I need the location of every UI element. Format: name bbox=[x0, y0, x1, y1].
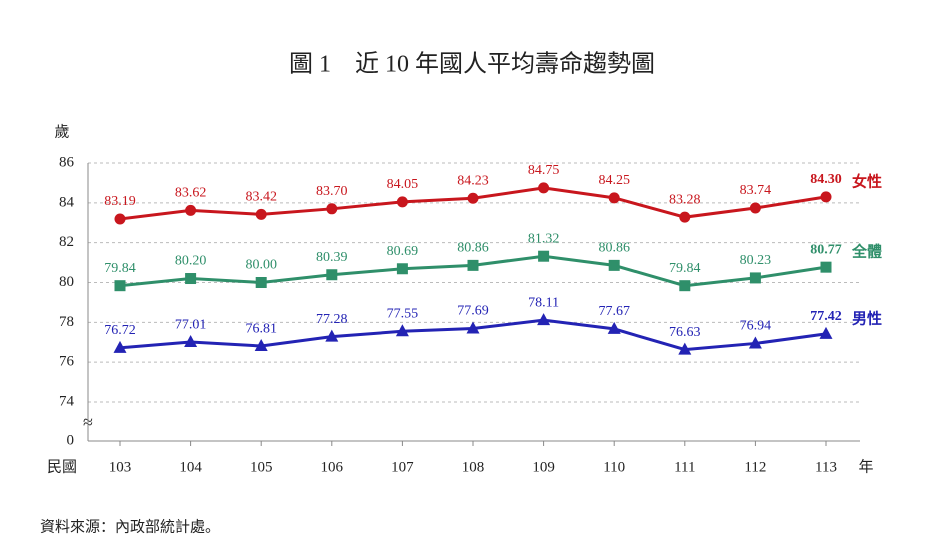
value-label: 80.20 bbox=[175, 254, 207, 269]
x-tick-label: 104 bbox=[179, 459, 202, 475]
value-label: 77.69 bbox=[457, 304, 489, 319]
point bbox=[466, 321, 480, 334]
value-label: 80.00 bbox=[245, 258, 277, 273]
point bbox=[820, 261, 832, 273]
point bbox=[396, 196, 408, 208]
point bbox=[538, 250, 550, 262]
x-tick-label: 108 bbox=[462, 459, 485, 475]
point bbox=[255, 208, 267, 220]
x-tick-label: 111 bbox=[674, 459, 695, 475]
point bbox=[254, 339, 268, 352]
point bbox=[679, 280, 691, 292]
value-label: 76.72 bbox=[104, 323, 136, 338]
x-tick-label: 103 bbox=[109, 459, 132, 475]
y-tick-label: 76 bbox=[59, 354, 75, 370]
x-axis-prefix: 民國 bbox=[47, 458, 77, 475]
point bbox=[608, 192, 620, 204]
value-label: 77.55 bbox=[387, 307, 419, 322]
point bbox=[185, 273, 197, 285]
value-label: 84.05 bbox=[387, 177, 419, 192]
y-tick-label: 80 bbox=[59, 274, 74, 290]
value-label: 77.28 bbox=[316, 312, 348, 327]
x-tick-label: 109 bbox=[532, 459, 555, 475]
value-label: 83.28 bbox=[669, 192, 701, 207]
value-label: 80.39 bbox=[316, 250, 348, 265]
source-note: 資料來源：內政部統計處。 bbox=[40, 518, 220, 535]
value-label: 80.86 bbox=[598, 241, 630, 256]
point bbox=[467, 192, 479, 204]
y-axis-label: 歲 bbox=[54, 123, 69, 140]
value-label: 80.69 bbox=[387, 244, 419, 259]
value-label: 81.32 bbox=[528, 231, 560, 246]
y-tick-label: 74 bbox=[59, 393, 75, 409]
value-label: 83.19 bbox=[104, 194, 136, 209]
value-label: 84.30 bbox=[810, 172, 842, 187]
value-label: 79.84 bbox=[669, 261, 701, 276]
y-tick-label: 82 bbox=[59, 234, 74, 250]
point bbox=[608, 259, 620, 271]
value-label: 77.42 bbox=[810, 309, 842, 324]
point bbox=[749, 202, 761, 214]
value-label: 80.77 bbox=[810, 242, 842, 257]
y-tick-label: 84 bbox=[59, 194, 75, 210]
point bbox=[325, 329, 339, 342]
point bbox=[395, 324, 409, 337]
y-tick-label: 78 bbox=[59, 314, 74, 330]
chart-title: 圖 1 近 10 年國人平均壽命趨勢圖 bbox=[289, 51, 655, 78]
point bbox=[748, 336, 762, 349]
value-label: 83.62 bbox=[175, 186, 207, 201]
point bbox=[396, 263, 408, 275]
value-label: 79.84 bbox=[104, 261, 136, 276]
x-tick-label: 107 bbox=[391, 459, 414, 475]
value-label: 76.81 bbox=[245, 321, 277, 336]
value-label: 77.01 bbox=[175, 317, 207, 332]
point bbox=[749, 272, 761, 284]
value-label: 83.74 bbox=[740, 183, 772, 198]
value-label: 80.86 bbox=[457, 241, 489, 256]
point bbox=[819, 326, 833, 339]
value-label: 84.25 bbox=[598, 173, 630, 188]
legend-label: 女性 bbox=[852, 172, 882, 190]
value-label: 76.94 bbox=[740, 319, 772, 334]
value-label: 84.23 bbox=[457, 173, 489, 188]
value-label: 78.11 bbox=[528, 295, 559, 310]
x-tick-label: 105 bbox=[250, 459, 273, 475]
point bbox=[184, 335, 198, 348]
point bbox=[326, 269, 338, 281]
y-tick-label: 86 bbox=[59, 154, 75, 170]
point bbox=[538, 182, 550, 194]
point bbox=[679, 211, 691, 223]
point bbox=[537, 313, 551, 326]
point bbox=[255, 277, 267, 288]
value-label: 77.67 bbox=[598, 304, 630, 319]
value-label: 83.70 bbox=[316, 184, 348, 199]
point bbox=[607, 321, 621, 334]
point bbox=[467, 259, 479, 271]
y-tick-label: 0 bbox=[67, 432, 75, 448]
value-label: 83.42 bbox=[245, 190, 277, 205]
point bbox=[113, 340, 127, 353]
value-label: 80.23 bbox=[740, 253, 772, 268]
point bbox=[678, 342, 692, 355]
value-label: 84.75 bbox=[528, 163, 560, 178]
point bbox=[820, 191, 832, 203]
point bbox=[185, 204, 197, 216]
point bbox=[326, 203, 338, 215]
x-axis-suffix: 年 bbox=[858, 458, 873, 475]
x-tick-label: 112 bbox=[744, 459, 766, 475]
point bbox=[114, 280, 126, 292]
value-label: 76.63 bbox=[669, 325, 701, 340]
x-tick-label: 113 bbox=[815, 459, 837, 475]
point bbox=[114, 213, 126, 225]
legend-label: 男性 bbox=[852, 309, 882, 327]
x-tick-label: 110 bbox=[603, 459, 625, 475]
legend-label: 全體 bbox=[851, 243, 882, 261]
x-tick-label: 106 bbox=[321, 459, 344, 475]
